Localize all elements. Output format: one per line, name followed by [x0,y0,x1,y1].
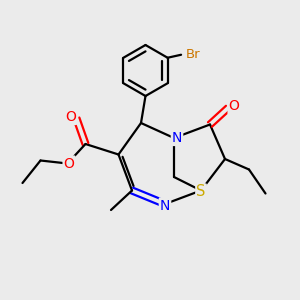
Text: O: O [64,157,74,170]
Text: O: O [65,110,76,124]
Text: N: N [160,199,170,212]
Text: O: O [229,100,239,113]
Text: N: N [172,131,182,145]
Text: Br: Br [186,48,200,61]
Text: S: S [196,184,206,200]
